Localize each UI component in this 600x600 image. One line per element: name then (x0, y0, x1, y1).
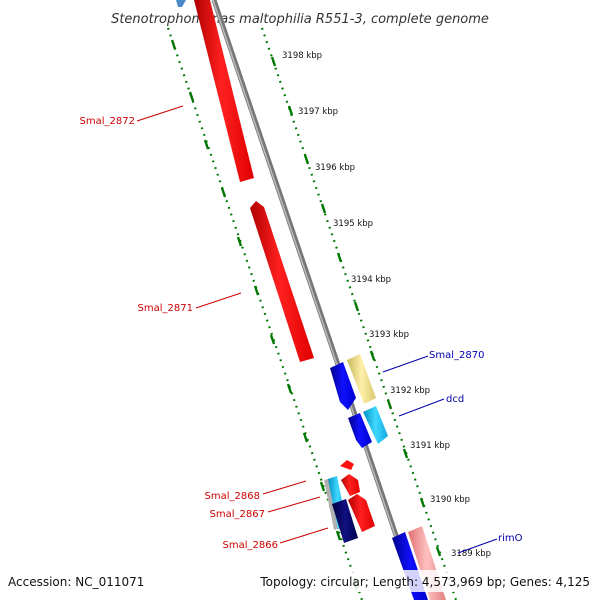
gene-smal-2871[interactable] (250, 201, 314, 362)
gene-label-smal-2866[interactable]: Smal_2866 (223, 527, 329, 551)
svg-text:rimO: rimO (498, 533, 523, 544)
gene-smal-2869[interactable] (330, 362, 356, 410)
svg-text:Smal_2868: Smal_2868 (205, 491, 260, 502)
ruler-labels: 3198 kbp 3197 kbp 3196 kbp 3195 kbp 3194… (282, 51, 491, 559)
ruler-label: 3193 kbp (369, 330, 409, 340)
svg-text:Smal_2867: Smal_2867 (210, 509, 265, 520)
gene-label-smal-2870[interactable]: Smal_2870 (382, 350, 484, 373)
genome-summary-text: Topology: circular; Length: 4,573,969 bp… (259, 575, 590, 589)
genome-backbone (211, 0, 421, 600)
left-tick-rail (166, 27, 364, 600)
gene-label-smal-2871[interactable]: Smal_2871 (138, 292, 242, 314)
svg-text:Smal_2872: Smal_2872 (80, 116, 135, 127)
ruler-label: 3194 kbp (351, 275, 391, 285)
ruler-label: 3198 kbp (282, 51, 322, 61)
gene-label-smal-2872[interactable]: Smal_2872 (80, 105, 184, 127)
ruler-label: 3191 kbp (410, 441, 450, 451)
gene-smal-2866[interactable] (332, 499, 358, 543)
svg-text:Smal_2870: Smal_2870 (429, 350, 484, 361)
ruler-label: 3190 kbp (430, 495, 470, 505)
page-title: Stenotrophomonas maltophilia R551-3, com… (111, 12, 489, 27)
gene-smal-2867[interactable] (340, 460, 375, 532)
svg-text:Smal_2866: Smal_2866 (223, 540, 278, 551)
gene-smal-2872[interactable] (194, 0, 254, 182)
right-tick-rail (260, 27, 458, 600)
gene-smal-2870[interactable] (347, 354, 376, 404)
svg-text:Smal_2871: Smal_2871 (138, 303, 193, 314)
svg-text:dcd: dcd (446, 394, 464, 405)
ruler-label: 3192 kbp (390, 386, 430, 396)
gene-label-dcd[interactable]: dcd (398, 394, 464, 417)
gene-label-rimo[interactable]: rimO (457, 533, 523, 554)
gene-label-smal-2867[interactable]: Smal_2867 (210, 496, 321, 520)
gene-dcd-left-block[interactable] (348, 413, 372, 448)
accession-text: Accession: NC_011071 (8, 575, 144, 589)
ruler-label: 3189 kbp (451, 549, 491, 559)
ruler-label: 3195 kbp (333, 219, 373, 229)
ruler-label: 3196 kbp (315, 163, 355, 173)
right-rail-major-ticks (270, 56, 442, 557)
gene-smal-2873-fragment[interactable] (176, 0, 186, 7)
ruler-label: 3197 kbp (298, 107, 338, 117)
gene-label-smal-2868[interactable]: Smal_2868 (205, 480, 307, 502)
footer-backdrop (0, 570, 600, 592)
gene-dcd[interactable] (363, 406, 388, 444)
